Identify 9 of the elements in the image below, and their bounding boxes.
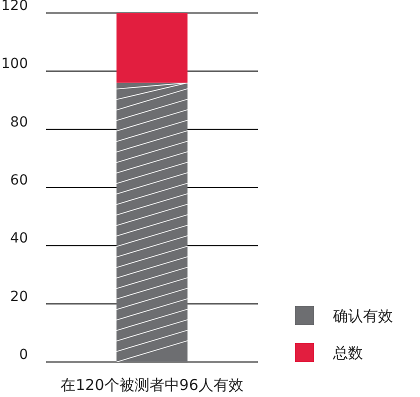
y-tick-label: 60	[10, 172, 28, 188]
y-tick-label: 80	[10, 114, 28, 130]
legend-label: 总数	[332, 344, 363, 362]
x-tick-label: 在120个被测者中96人有效	[60, 376, 244, 394]
y-tick-label: 40	[10, 230, 28, 247]
y-tick-label: 0	[19, 347, 28, 363]
legend-label: 确认有效	[332, 307, 393, 325]
y-tick-label: 20	[10, 288, 28, 305]
y-tick-label: 100	[1, 56, 28, 72]
